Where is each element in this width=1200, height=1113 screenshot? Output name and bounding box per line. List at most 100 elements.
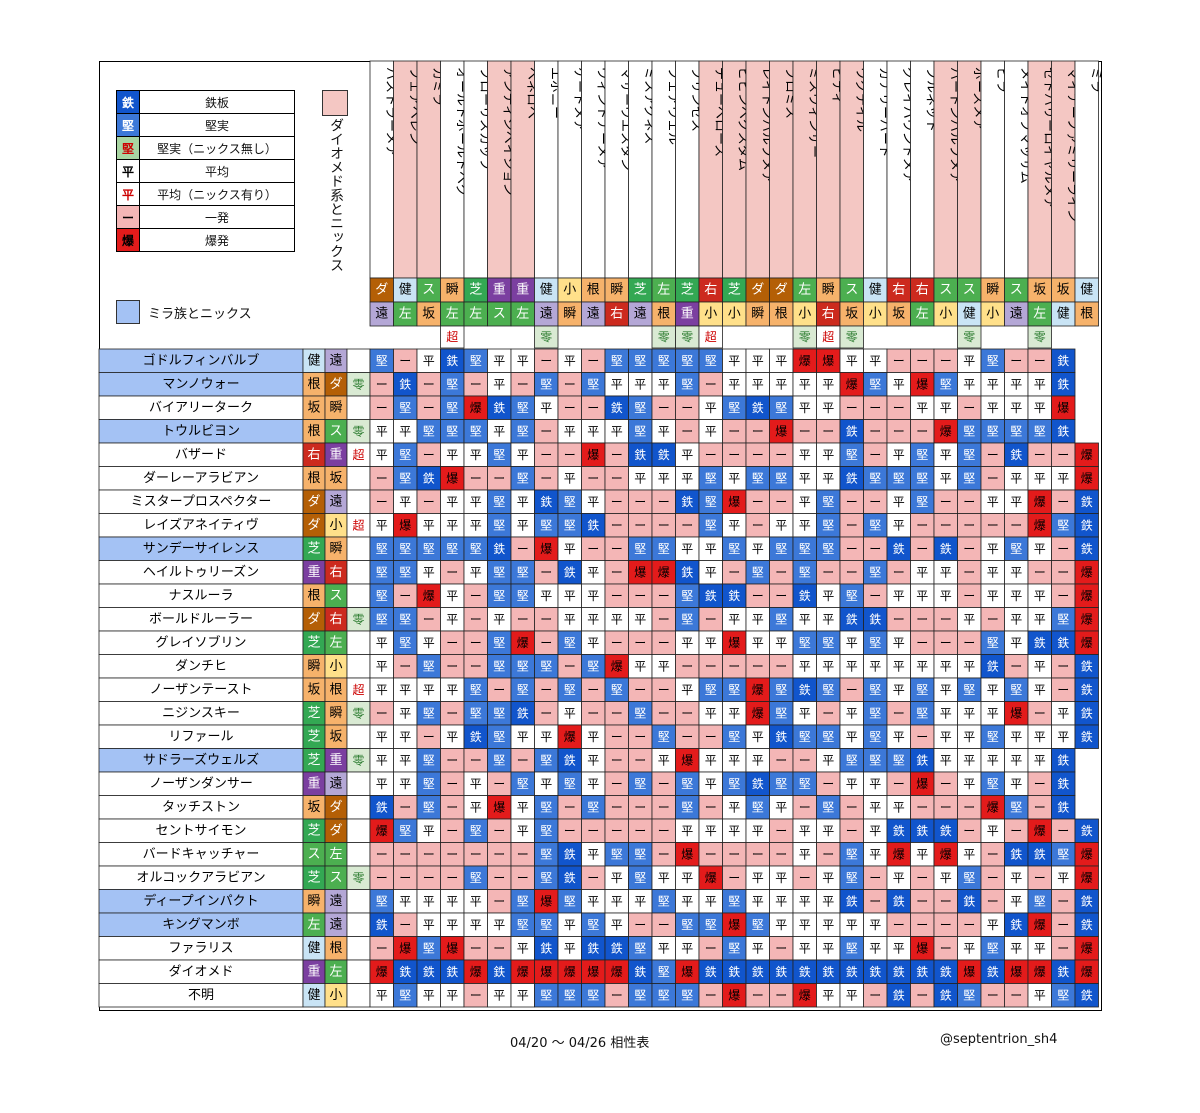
compat-cell-label: 平: [822, 824, 834, 838]
compat-cell-label: ー: [1057, 589, 1069, 603]
compat-cell-label: ー: [963, 518, 975, 532]
compat-cell-label: 平: [705, 565, 717, 579]
compat-cell-label: 堅: [681, 777, 693, 791]
compat-cell-label: ー: [681, 730, 693, 744]
column-nicks-cell: [839, 325, 864, 349]
row-type-label: 芝: [307, 728, 320, 744]
compat-cell-label: 平: [728, 471, 740, 485]
compat-cell-label: 平: [869, 824, 881, 838]
compat-cell-label: 平: [470, 894, 482, 908]
row-nicks-cell: [346, 889, 371, 914]
compat-cell-label: 鉄: [634, 964, 646, 979]
compat-cell-label: 堅: [634, 424, 646, 438]
compat-cell-label: ー: [611, 753, 623, 767]
column-nicks-cell: [534, 325, 559, 349]
row-nicks-cell: [346, 489, 371, 514]
compat-cell-label: 堅: [540, 847, 552, 861]
compat-cell-label: 堅: [728, 777, 740, 791]
compat-cell-label: ー: [987, 518, 999, 532]
row-name: ディープインパクト: [143, 893, 258, 909]
compat-cell-label: ー: [728, 448, 740, 462]
compat-cell-label: 鉄: [916, 964, 928, 979]
compat-cell-label: 堅: [376, 354, 388, 368]
compat-cell-label: 平: [822, 941, 834, 955]
compat-cell-label: 平: [1034, 589, 1046, 603]
column-type-label: ス: [845, 283, 858, 298]
compat-cell-label: 鉄: [658, 447, 670, 462]
compat-cell-label: 鉄: [893, 541, 905, 556]
compat-cell-label: ー: [869, 542, 881, 556]
compat-cell-label: ー: [658, 847, 670, 861]
compat-cell-label: 堅: [399, 471, 411, 485]
compat-cell-label: 平: [799, 894, 811, 908]
row-nicks-label: 超: [352, 682, 364, 697]
legend-label: 堅実（ニックス無し）: [139, 136, 295, 160]
compat-cell-label: 爆: [517, 965, 529, 979]
compat-cell-label: ー: [940, 777, 952, 791]
compat-cell-label: 平: [869, 800, 881, 814]
column-name: ミラ: [1088, 67, 1103, 93]
compat-cell-label: ー: [399, 354, 411, 368]
compat-cell-label: 平: [963, 659, 975, 673]
compat-cell-label: 鉄: [681, 494, 693, 509]
compat-cell-label: 堅: [705, 918, 717, 932]
column-type-label: ス: [963, 283, 976, 298]
compat-cell-label: 平: [799, 401, 811, 415]
compat-cell-label: 爆: [752, 683, 764, 697]
compat-cell-label: 平: [681, 824, 693, 838]
compat-cell-label: 爆: [446, 941, 458, 955]
compat-cell-label: 堅: [658, 730, 670, 744]
compat-cell-label: ー: [587, 471, 599, 485]
compat-cell-label: ー: [493, 471, 505, 485]
compat-cell-label: ー: [893, 354, 905, 368]
row-type-label: 根: [307, 424, 320, 439]
compat-cell-label: ー: [987, 471, 999, 485]
compat-cell-label: 鉄: [399, 964, 411, 979]
compat-cell-label: ー: [705, 730, 717, 744]
row-name: グレイソブリン: [155, 634, 246, 650]
column-type-label: 遠: [634, 307, 647, 322]
compat-cell-label: 爆: [1081, 941, 1093, 955]
compat-cell-label: ー: [822, 777, 834, 791]
compat-cell-label: ー: [893, 424, 905, 438]
compat-cell-label: 平: [423, 565, 435, 579]
row-name: キングマンボ: [162, 917, 240, 932]
compat-cell-label: ー: [376, 706, 388, 720]
column-type-label: 根: [587, 283, 600, 298]
compat-cell-label: 鉄: [587, 940, 599, 955]
compat-cell-label: 堅: [799, 777, 811, 791]
compat-cell-label: 鉄: [940, 987, 952, 1002]
compat-cell-label: ー: [705, 800, 717, 814]
compat-cell-label: 平: [399, 683, 411, 697]
compat-cell-label: 堅: [423, 424, 435, 438]
compat-cell-label: ー: [775, 589, 787, 603]
column-type-label: 坂: [1033, 283, 1046, 298]
compat-cell-label: 平: [752, 753, 764, 767]
compat-cell-label: ー: [399, 659, 411, 673]
compat-cell-label: ー: [893, 706, 905, 720]
compat-cell-label: 爆: [1081, 636, 1093, 650]
compat-cell-label: 平: [822, 918, 834, 932]
compat-cell-label: 鉄: [540, 494, 552, 509]
row-type-label: 芝: [307, 869, 320, 885]
compat-cell-label: 平: [1034, 471, 1046, 485]
compat-cell-label: 平: [893, 636, 905, 650]
compat-cell-label: 平: [564, 941, 576, 955]
compat-cell-label: 平: [893, 800, 905, 814]
compat-cell-label: 堅: [1010, 542, 1022, 556]
compat-cell-label: 平: [705, 401, 717, 415]
compat-cell-label: 鉄: [752, 400, 764, 415]
compat-cell-label: 爆: [1034, 495, 1046, 509]
column-type-label: 健: [1080, 283, 1093, 298]
compat-cell-label: ー: [705, 847, 717, 861]
compat-cell-label: 堅: [399, 824, 411, 838]
compat-cell-label: 鉄: [681, 564, 693, 579]
compat-cell-label: 鉄: [1081, 823, 1093, 838]
compat-cell-label: 平: [728, 354, 740, 368]
column-type-label: 坂: [845, 307, 858, 322]
column-nicks-label: 零: [540, 330, 552, 344]
compat-cell-label: ー: [540, 565, 552, 579]
compat-cell-label: ー: [564, 800, 576, 814]
compat-cell-label: 堅: [728, 730, 740, 744]
column-type-label: 芝: [469, 282, 482, 298]
